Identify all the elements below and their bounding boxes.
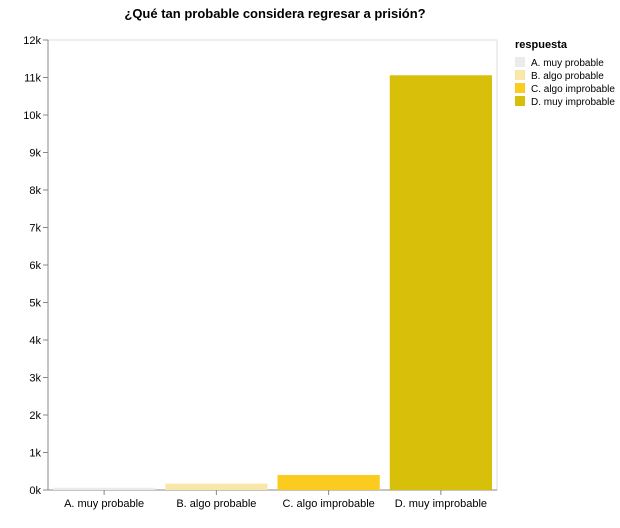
chart-title: ¿Qué tan probable considera regresar a p…: [124, 6, 426, 21]
x-tick-label: B. algo probable: [176, 498, 256, 510]
bars: [53, 75, 492, 490]
legend-label: B. algo probable: [531, 71, 604, 82]
legend-title: respuesta: [515, 39, 568, 51]
y-tick-label: 11k: [24, 73, 41, 85]
legend-label: C. algo improbable: [531, 84, 615, 95]
x-tick-label: D. muy improbable: [395, 498, 487, 510]
y-tick-label: 3k: [29, 373, 41, 385]
bar: [389, 75, 492, 490]
bar: [165, 483, 268, 490]
legend-label: A. muy probable: [531, 58, 604, 69]
x-tick-label: C. algo improbable: [282, 498, 374, 510]
y-tick-label: 6k: [29, 260, 41, 272]
legend-swatch: [515, 70, 525, 80]
x-tick-labels: A. muy probable B. algo probable C. algo i…: [64, 490, 487, 510]
axes: 0k 1k 2k 3k 4k 5k 6k 7k 8k 9k 10k 11k 12k: [23, 35, 498, 497]
y-tick-label: 2k: [29, 410, 41, 422]
y-tick-label: 7k: [29, 223, 41, 235]
legend-swatch: [515, 96, 525, 106]
y-tick-label: 0k: [29, 485, 41, 497]
legend-swatch: [515, 83, 525, 93]
legend-swatch: [515, 57, 525, 67]
legend: respuesta A. muy probable B. algo probable…: [515, 39, 615, 108]
y-tick-label: 10k: [23, 110, 41, 122]
y-tick-label: 9k: [29, 148, 41, 160]
bar: [277, 475, 380, 490]
x-tick-label: A. muy probable: [64, 498, 144, 510]
y-tick-label: 1k: [29, 448, 41, 460]
y-tick-label: 5k: [29, 298, 41, 310]
bar: [53, 487, 156, 490]
y-tick-label: 4k: [29, 335, 41, 347]
y-tick-label: 12k: [23, 35, 41, 47]
legend-label: D. muy improbable: [531, 97, 615, 108]
y-tick-label: 8k: [29, 185, 41, 197]
